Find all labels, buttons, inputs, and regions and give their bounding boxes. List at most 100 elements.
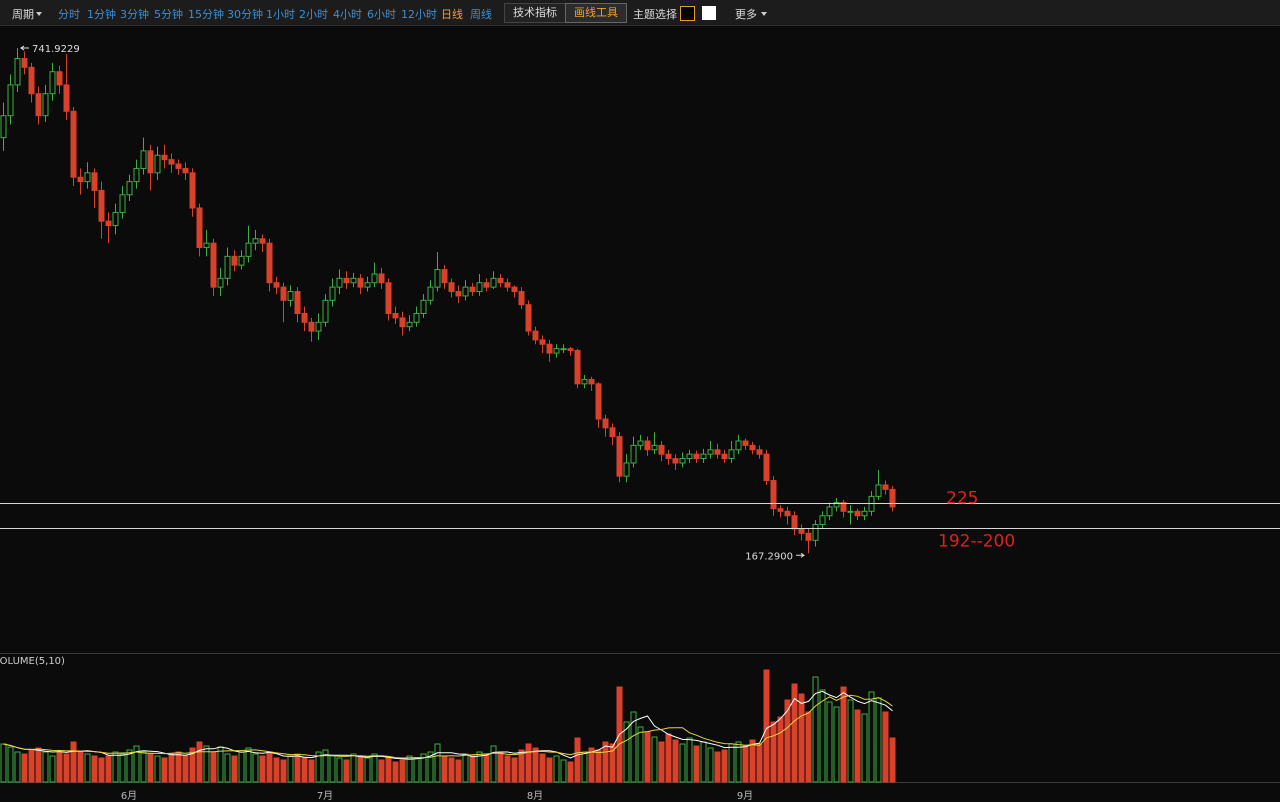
- theme-light[interactable]: [702, 6, 716, 20]
- volume-bar: [693, 745, 700, 783]
- volume-bar: [161, 757, 168, 783]
- candle-body: [511, 286, 518, 293]
- more-menu[interactable]: 更多: [735, 8, 757, 21]
- candle-body: [616, 436, 623, 477]
- volume-bar: [385, 757, 392, 783]
- toolbar-button[interactable]: 技术指标: [504, 3, 566, 23]
- volume-bar: [0, 743, 7, 783]
- volume-bar: [868, 691, 875, 783]
- candle-body: [63, 84, 70, 112]
- candle-body: [847, 510, 854, 513]
- candle-body: [777, 508, 784, 512]
- interval-tab[interactable]: 日线: [441, 8, 463, 21]
- candle-body: [735, 440, 742, 451]
- volume-bar: [861, 713, 868, 783]
- volume-bar: [133, 745, 140, 783]
- interval-tab[interactable]: 15分钟: [188, 8, 224, 21]
- candle-body: [546, 343, 553, 354]
- interval-tab[interactable]: 12小时: [401, 8, 437, 21]
- toolbar-button[interactable]: 画线工具: [565, 3, 627, 23]
- interval-tab[interactable]: 1小时: [266, 8, 295, 21]
- volume-bar: [448, 757, 455, 783]
- candle-body: [581, 378, 588, 385]
- interval-tab[interactable]: 2小时: [299, 8, 328, 21]
- volume-bar: [777, 716, 784, 783]
- volume-bar: [189, 747, 196, 783]
- volume-bar: [21, 753, 28, 783]
- interval-tab[interactable]: 30分钟: [227, 8, 263, 21]
- candle-body: [322, 299, 329, 323]
- candle-body: [301, 313, 308, 323]
- candle-body: [763, 453, 770, 482]
- candle-body: [14, 58, 21, 86]
- period-menu[interactable]: 周期: [12, 8, 34, 21]
- volume-bar: [721, 749, 728, 783]
- volume-bar: [252, 753, 259, 783]
- candle-body: [294, 291, 301, 315]
- candle-body: [140, 150, 147, 169]
- candle-body: [826, 506, 833, 517]
- candle-body: [91, 172, 98, 191]
- volume-bar: [259, 755, 266, 783]
- candle-body: [483, 282, 490, 288]
- candle-body: [70, 110, 77, 178]
- volume-bar: [399, 759, 406, 783]
- interval-tab[interactable]: 3分钟: [120, 8, 149, 21]
- candle-body: [336, 277, 343, 288]
- candle-body: [567, 348, 574, 351]
- volume-bar: [91, 755, 98, 783]
- volume-bar: [840, 686, 847, 783]
- volume-bar: [329, 755, 336, 783]
- candle-body: [434, 269, 441, 288]
- volume-bar: [539, 753, 546, 783]
- candle-body: [504, 282, 511, 288]
- candle-body: [637, 440, 644, 446]
- volume-bar: [350, 753, 357, 783]
- candle-body: [455, 291, 462, 297]
- volume-bar: [553, 755, 560, 783]
- candle-body: [252, 238, 259, 244]
- interval-tab[interactable]: 周线: [470, 8, 492, 21]
- volume-bar: [315, 751, 322, 783]
- volume-bar: [805, 711, 812, 783]
- theme-dark[interactable]: [680, 6, 695, 21]
- interval-tab[interactable]: 1分钟: [87, 8, 116, 21]
- dropdown-arrow: [761, 12, 767, 16]
- volume-bar: [637, 726, 644, 783]
- candle-body: [224, 255, 231, 279]
- candle-body: [819, 515, 826, 526]
- volume-bar: [819, 689, 826, 783]
- interval-tab[interactable]: 分时: [58, 8, 80, 21]
- candle-body: [210, 242, 217, 288]
- volume-bar: [518, 749, 525, 783]
- volume-bar: [42, 751, 49, 783]
- dropdown-arrow: [36, 12, 42, 16]
- volume-bar: [63, 753, 70, 783]
- interval-tab[interactable]: 6小时: [367, 8, 396, 21]
- interval-tab[interactable]: 4小时: [333, 8, 362, 21]
- volume-bar: [231, 755, 238, 783]
- volume-title: VOLUME(5,10): [0, 656, 65, 667]
- toolbar: 周期 主题选择 更多 分时 1分钟 3分钟 5分钟 15分钟 30分钟 1小时 2小时 4小时 6…: [0, 0, 1280, 26]
- candle-body: [161, 154, 168, 161]
- interval-tab[interactable]: 5分钟: [154, 8, 183, 21]
- volume-bar: [112, 751, 119, 783]
- volume-bar: [140, 751, 147, 783]
- candle-body: [273, 282, 280, 288]
- candle-body: [98, 189, 105, 222]
- volume-bar: [469, 755, 476, 783]
- candle-body: [28, 66, 35, 95]
- x-tick-label: 9月: [737, 790, 753, 802]
- volume-bar: [175, 751, 182, 783]
- volume-bar: [273, 757, 280, 783]
- volume-bar: [294, 753, 301, 783]
- candle-body: [399, 317, 406, 328]
- candle-body: [406, 321, 413, 328]
- candle-body: [784, 510, 791, 517]
- volume-bar: [224, 753, 231, 783]
- candle-body: [357, 277, 364, 288]
- x-tick-label: 8月: [527, 790, 543, 802]
- candle-body: [378, 273, 385, 284]
- candle-body: [665, 453, 672, 460]
